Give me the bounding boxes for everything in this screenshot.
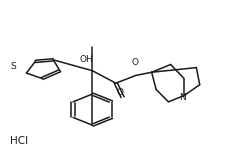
Text: S: S (10, 62, 16, 71)
Text: O: O (117, 88, 124, 97)
Text: N: N (180, 93, 186, 102)
Text: OH: OH (80, 55, 94, 64)
Text: O: O (131, 58, 138, 67)
Text: HCl: HCl (10, 136, 28, 146)
